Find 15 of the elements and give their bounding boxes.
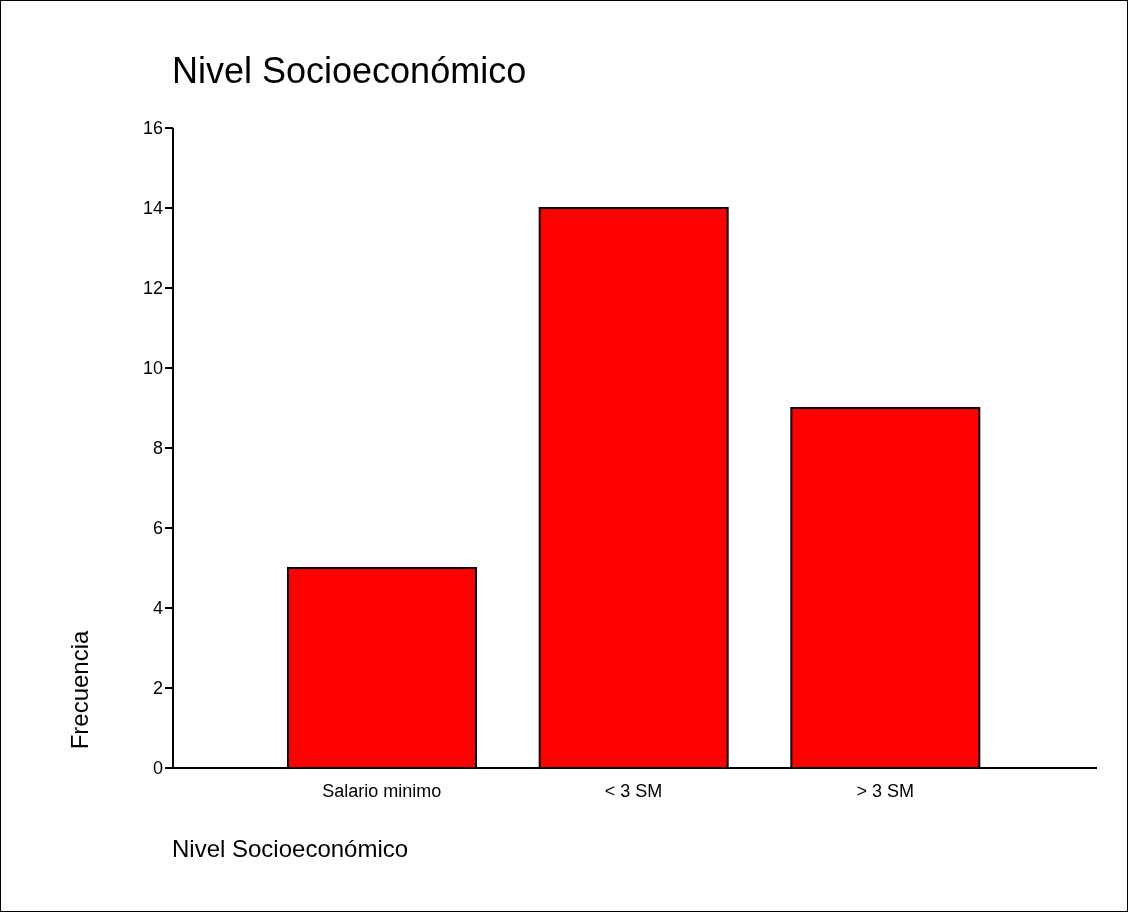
y-tick-label: 10 [142,358,163,379]
y-tick-label: 0 [152,758,163,779]
y-tick-label: 12 [142,278,163,299]
x-axis-title: Nivel Socioeconómico [172,835,409,863]
y-tick-label: 6 [152,518,163,539]
x-tick-label: > 3 SM [856,780,914,801]
chart-title: Nivel Socioeconómico [172,50,527,92]
y-tick-label: 2 [152,678,163,699]
x-tick-label: < 3 SM [604,780,663,801]
y-axis-title: Frecuencia [66,630,94,750]
y-tick-label: 8 [152,438,163,459]
x-tick-label: Salario minimo [322,780,442,801]
y-tick-label: 4 [152,598,163,619]
y-tick-label: 14 [142,198,163,219]
y-tick-label: 16 [142,118,163,139]
